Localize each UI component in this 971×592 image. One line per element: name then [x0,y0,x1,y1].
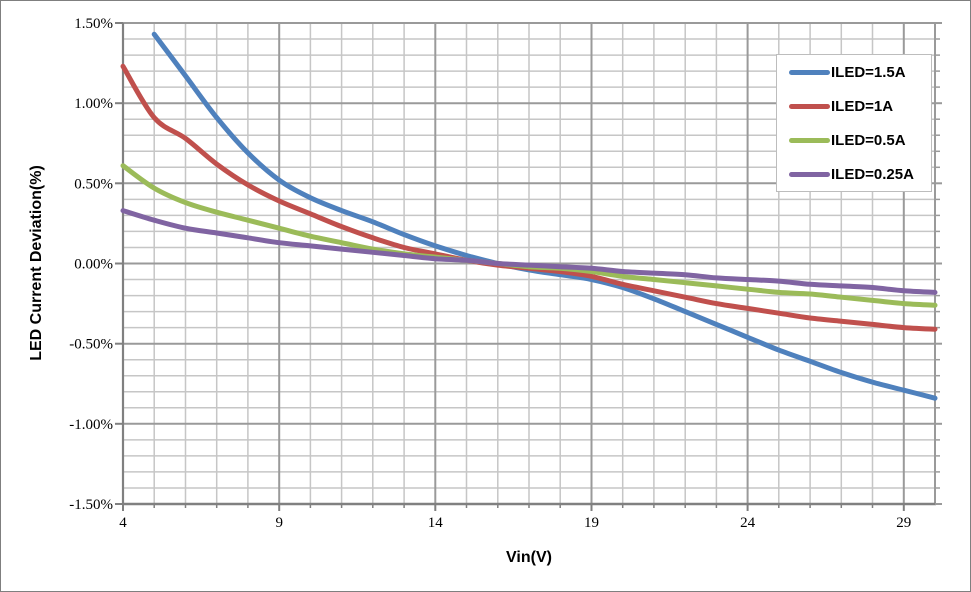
legend-line-sample-icon [789,69,830,75]
series-line-0 [151,31,938,401]
legend-item: ILED=0.25A [789,166,931,183]
y-tick-label: 0.50% [74,176,113,192]
y-tick-label: 1.00% [74,96,113,112]
x-tick-label: 29 [896,515,911,531]
legend-label: ILED=1.5A [831,63,906,81]
legend-label: ILED=0.5A [831,131,906,149]
legend-line-sample-icon [789,103,830,109]
y-tick-label: -1.50% [69,497,113,513]
y-axis-title: LED Current Deviation(%) [28,165,45,361]
x-tick-label: 14 [428,515,444,531]
x-axis-title: Vin(V) [506,549,552,566]
legend-item: ILED=1.5A [789,64,931,81]
legend: ILED=1.5A ILED=1A ILED=0.5A ILED=0.25A [776,54,932,192]
y-tick-label: 1.50% [74,16,113,32]
x-tick-label: 9 [275,515,283,531]
legend-line-sample-icon [789,171,830,177]
legend-label: ILED=1A [831,97,894,115]
x-tick-label: 24 [740,515,756,531]
y-tick-label: 0.00% [74,257,113,273]
legend-item: ILED=0.5A [789,132,931,149]
legend-line-sample-icon [789,137,830,143]
legend-item: ILED=1A [789,98,931,115]
y-tick-label: -1.00% [69,417,113,433]
x-tick-label: 4 [119,515,127,531]
y-tick-label: -0.50% [69,337,113,353]
x-tick-label: 19 [584,515,599,531]
series-line-3 [120,208,938,295]
legend-label: ILED=0.25A [831,165,914,183]
